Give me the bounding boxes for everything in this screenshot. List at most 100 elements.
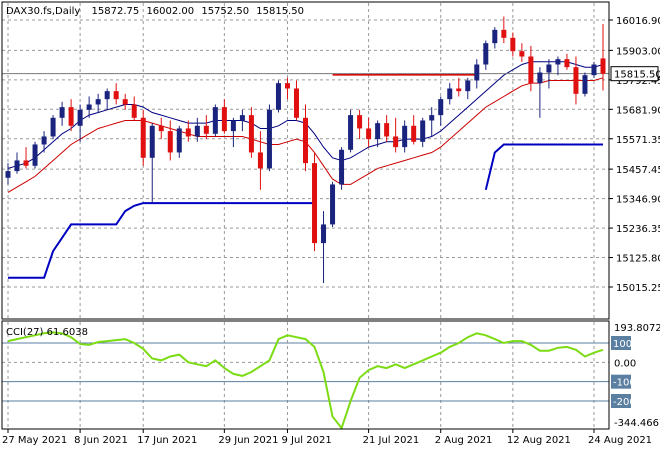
- time-tick-label: 9 Jul 2021: [281, 435, 331, 446]
- candle-body: [303, 117, 308, 164]
- candle-body: [185, 128, 191, 137]
- candle-body: [348, 115, 354, 150]
- candle-body: [68, 107, 74, 126]
- candle-body: [330, 184, 336, 225]
- time-tick-label: 8 Jun 2021: [74, 435, 128, 446]
- candle-body: [600, 58, 606, 74]
- candle-body: [239, 115, 245, 121]
- price-tick-label: 15792.45: [616, 76, 660, 87]
- candle-body: [248, 115, 254, 153]
- candle-body: [194, 125, 200, 137]
- price-tick-label: 15236.35: [616, 224, 660, 235]
- cci-axis: 193.8072 100 0.00 -100 -200 -344.4667: [611, 323, 660, 429]
- header-close: 15815.50: [256, 6, 304, 17]
- candle-body: [275, 83, 281, 110]
- cci-line: [7, 331, 604, 431]
- time-tick-label: 29 Jun 2021: [218, 435, 278, 446]
- candle-body: [149, 125, 155, 158]
- candle-body: [113, 91, 119, 100]
- price-tick-label: 15346.90: [616, 195, 660, 206]
- price-tick-label: 16016.90: [616, 16, 660, 27]
- candle-body: [339, 149, 345, 185]
- candle-body: [474, 64, 480, 81]
- candle-body: [564, 59, 570, 68]
- candle-body: [32, 144, 38, 166]
- candle-body: [582, 75, 588, 94]
- candle-body: [257, 152, 263, 169]
- candle-body: [312, 163, 318, 244]
- cci-tick-label: 193.8072: [614, 323, 660, 334]
- candle-body: [483, 43, 489, 65]
- candle-body: [438, 99, 444, 116]
- time-tick-label: 2 Aug 2021: [435, 435, 493, 446]
- cci-tick-label: 100: [613, 339, 632, 350]
- candle-body: [266, 109, 272, 169]
- support-line: [8, 202, 315, 279]
- header-symbol: DAX30.fs,Daily: [6, 6, 80, 17]
- candle-body: [357, 115, 363, 129]
- candle-body: [546, 64, 552, 73]
- price-plot: [2, 16, 609, 284]
- candle-body: [77, 109, 83, 126]
- candle-body: [221, 107, 227, 132]
- cci-tick-label: -100: [613, 378, 636, 389]
- cci-tick-label: -344.4667: [614, 418, 660, 429]
- price-tick-label: 15681.90: [616, 105, 660, 116]
- price-tick-label: 15015.25: [616, 283, 660, 294]
- price-tick-label: 15571.35: [616, 135, 660, 146]
- candle-body: [86, 104, 92, 110]
- price-axis: 16016.90 15903.00 15792.45 15681.90 15571.35…: [609, 16, 660, 294]
- cci-level-badge: [611, 394, 631, 408]
- candle-body: [366, 128, 372, 140]
- candle-body: [293, 88, 299, 118]
- candle-body: [393, 136, 399, 148]
- cci-level-badge: [611, 336, 631, 350]
- candle-body: [50, 117, 56, 137]
- candle-body: [519, 51, 525, 57]
- candle-body: [429, 115, 435, 121]
- time-tick-label: 21 Jul 2021: [363, 435, 420, 446]
- candle-body: [212, 107, 218, 134]
- candle-body: [140, 117, 146, 158]
- support-line: [484, 143, 603, 191]
- cci-label: CCI(27) 61.6038: [6, 327, 88, 338]
- price-tick-label: 15903.00: [616, 46, 660, 57]
- candle-body: [176, 128, 182, 153]
- cci-tick-label: -200: [613, 397, 636, 408]
- candle-body: [420, 120, 426, 142]
- candle-body: [59, 107, 65, 118]
- cci-plot: [7, 331, 604, 431]
- header-info: DAX30.fs,Daily 15872.75 16002.00 15752.5…: [6, 6, 304, 17]
- candle-body: [402, 125, 408, 148]
- candle-body: [122, 99, 128, 105]
- current-price-label: 15815.50: [614, 70, 660, 81]
- candle-body: [284, 83, 290, 89]
- header-high: 16002.00: [146, 6, 194, 17]
- candle-body: [591, 64, 597, 76]
- time-tick-label: 27 May 2021: [2, 435, 67, 446]
- candle-body: [447, 88, 453, 100]
- time-tick-label: 12 Aug 2021: [507, 435, 571, 446]
- candle-body: [456, 88, 462, 92]
- candle-body: [375, 123, 381, 140]
- time-tick-label: 24 Aug 2021: [588, 435, 652, 446]
- candle-body: [537, 72, 543, 84]
- cci-tick-label: 0.00: [614, 358, 636, 369]
- cci-panel-frame: [1, 320, 610, 430]
- candle-body: [384, 123, 390, 137]
- candle-body: [492, 29, 498, 44]
- header-open: 15872.75: [92, 6, 140, 17]
- cci-level-badge: [611, 374, 631, 389]
- candle-body: [104, 91, 110, 100]
- candle-body: [95, 99, 101, 105]
- price-panel-frame: [1, 1, 610, 320]
- candle-body: [158, 125, 164, 132]
- candle-body: [167, 131, 173, 153]
- current-price-badge: [610, 66, 659, 82]
- candle-body: [41, 136, 47, 145]
- candle-body: [230, 120, 236, 132]
- candle-body: [411, 125, 417, 142]
- candle-body: [528, 56, 534, 84]
- time-tick-label: 17 Jun 2021: [137, 435, 197, 446]
